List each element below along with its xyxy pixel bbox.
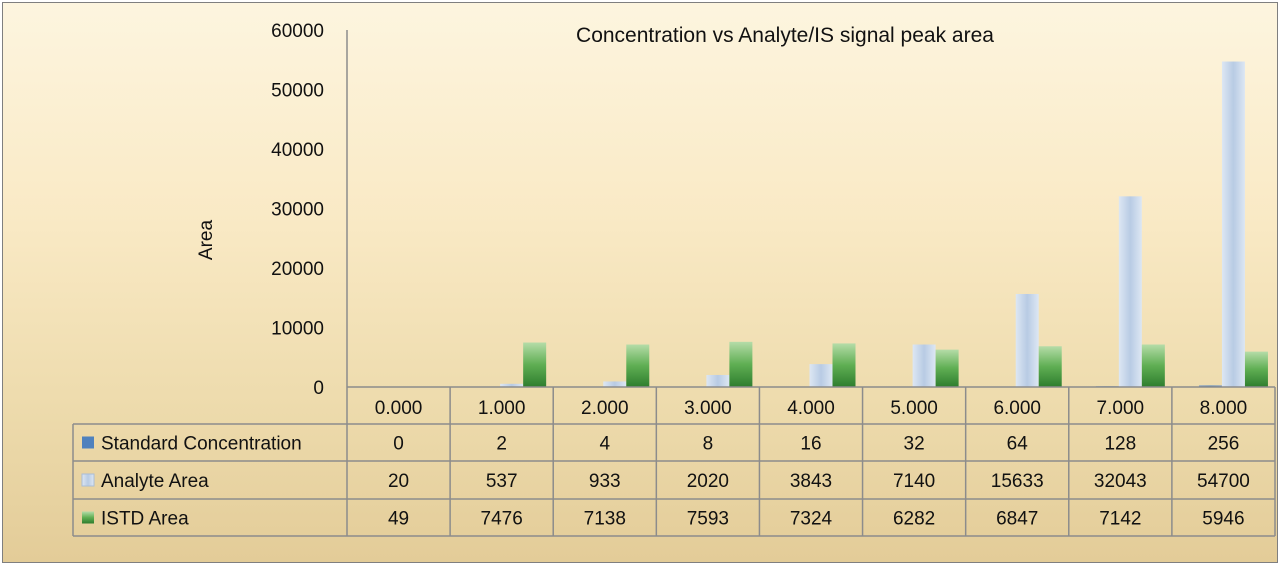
bar-analyte-area-7 xyxy=(1118,196,1142,387)
data-label-standard-concentration: 4 xyxy=(599,434,610,455)
x-tick-label: 6.000 xyxy=(993,398,1041,419)
x-tick-label: 0.000 xyxy=(375,398,423,419)
data-label-analyte-area: 2020 xyxy=(687,471,729,492)
data-label-standard-concentration: 0 xyxy=(393,434,404,455)
data-label-istd-area: 6847 xyxy=(996,509,1038,530)
x-tick-label: 2.000 xyxy=(581,398,629,419)
bars-group xyxy=(397,61,1268,387)
data-label-istd-area: 7324 xyxy=(790,509,833,530)
x-tick-label: 8.000 xyxy=(1200,398,1248,419)
legend-key-analyte-area xyxy=(81,473,95,487)
data-label-analyte-area: 3843 xyxy=(790,471,832,492)
data-label-istd-area: 49 xyxy=(388,509,409,530)
data-label-analyte-area: 933 xyxy=(589,471,621,492)
bar-istd-area-6 xyxy=(1038,346,1062,387)
data-label-standard-concentration: 256 xyxy=(1208,434,1240,455)
bar-analyte-area-2 xyxy=(603,381,627,387)
data-label-analyte-area: 537 xyxy=(486,471,518,492)
legend-label-analyte-area: Analyte Area xyxy=(101,471,209,492)
chart-title: Concentration vs Analyte/IS signal peak … xyxy=(576,24,994,47)
y-tick-label: 40000 xyxy=(271,140,324,161)
bar-istd-area-7 xyxy=(1141,344,1165,387)
y-tick-label: 10000 xyxy=(271,319,324,340)
bar-istd-area-8 xyxy=(1244,351,1268,387)
bar-analyte-area-1 xyxy=(500,383,524,387)
data-label-istd-area: 7476 xyxy=(481,509,523,530)
bar-analyte-area-5 xyxy=(912,344,936,387)
data-label-analyte-area: 54700 xyxy=(1197,471,1250,492)
y-tick-label: 20000 xyxy=(271,259,324,280)
bar-istd-area-5 xyxy=(935,349,959,387)
x-tick-label: 1.000 xyxy=(478,398,526,419)
bar-analyte-area-6 xyxy=(1015,293,1039,387)
data-label-standard-concentration: 64 xyxy=(1007,434,1029,455)
data-label-istd-area: 7593 xyxy=(687,509,729,530)
bar-istd-area-2 xyxy=(626,344,650,387)
data-label-analyte-area: 7140 xyxy=(893,471,935,492)
data-label-analyte-area: 15633 xyxy=(991,471,1044,492)
legend-key-standard-concentration xyxy=(82,436,94,449)
data-label-istd-area: 7138 xyxy=(584,509,626,530)
data-label-standard-concentration: 8 xyxy=(703,434,714,455)
bar-analyte-area-8 xyxy=(1221,61,1245,387)
data-label-standard-concentration: 2 xyxy=(496,434,507,455)
y-tick-label: 0 xyxy=(313,378,324,399)
bar-istd-area-1 xyxy=(523,342,547,387)
chart-svg: Concentration vs Analyte/IS signal peak … xyxy=(72,21,1276,537)
legend-label-istd-area: ISTD Area xyxy=(101,509,189,530)
x-tick-label: 4.000 xyxy=(787,398,835,419)
x-tick-label: 3.000 xyxy=(684,398,732,419)
data-table: 0.000 1.000 2.000 3.000 4.000 5.000 6.000 7.000… xyxy=(72,386,1276,537)
bar-standard-concentration-8 xyxy=(1198,385,1222,387)
legend-label-standard-concentration: Standard Concentration xyxy=(101,434,302,455)
y-tick-label: 30000 xyxy=(271,200,324,221)
data-label-istd-area: 7142 xyxy=(1099,509,1141,530)
data-label-istd-area: 5946 xyxy=(1202,509,1244,530)
bar-analyte-area-3 xyxy=(706,374,730,387)
bar-istd-area-3 xyxy=(729,341,753,387)
x-tick-label: 5.000 xyxy=(890,398,938,419)
bar-istd-area-4 xyxy=(832,343,856,387)
data-label-analyte-area: 20 xyxy=(388,471,409,492)
x-tick-label: 7.000 xyxy=(1097,398,1145,419)
data-label-analyte-area: 32043 xyxy=(1094,471,1147,492)
y-axis-title: Area xyxy=(196,220,217,261)
y-axis-ticks: 0 10000 20000 30000 40000 50000 60000 xyxy=(271,21,348,399)
data-label-istd-area: 6282 xyxy=(893,509,935,530)
legend-key-istd-area xyxy=(82,511,94,524)
data-label-standard-concentration: 128 xyxy=(1104,434,1136,455)
y-tick-label: 50000 xyxy=(271,81,324,102)
data-label-standard-concentration: 32 xyxy=(904,434,925,455)
y-tick-label: 60000 xyxy=(271,21,324,42)
data-label-standard-concentration: 16 xyxy=(800,434,821,455)
bar-analyte-area-4 xyxy=(809,364,833,387)
